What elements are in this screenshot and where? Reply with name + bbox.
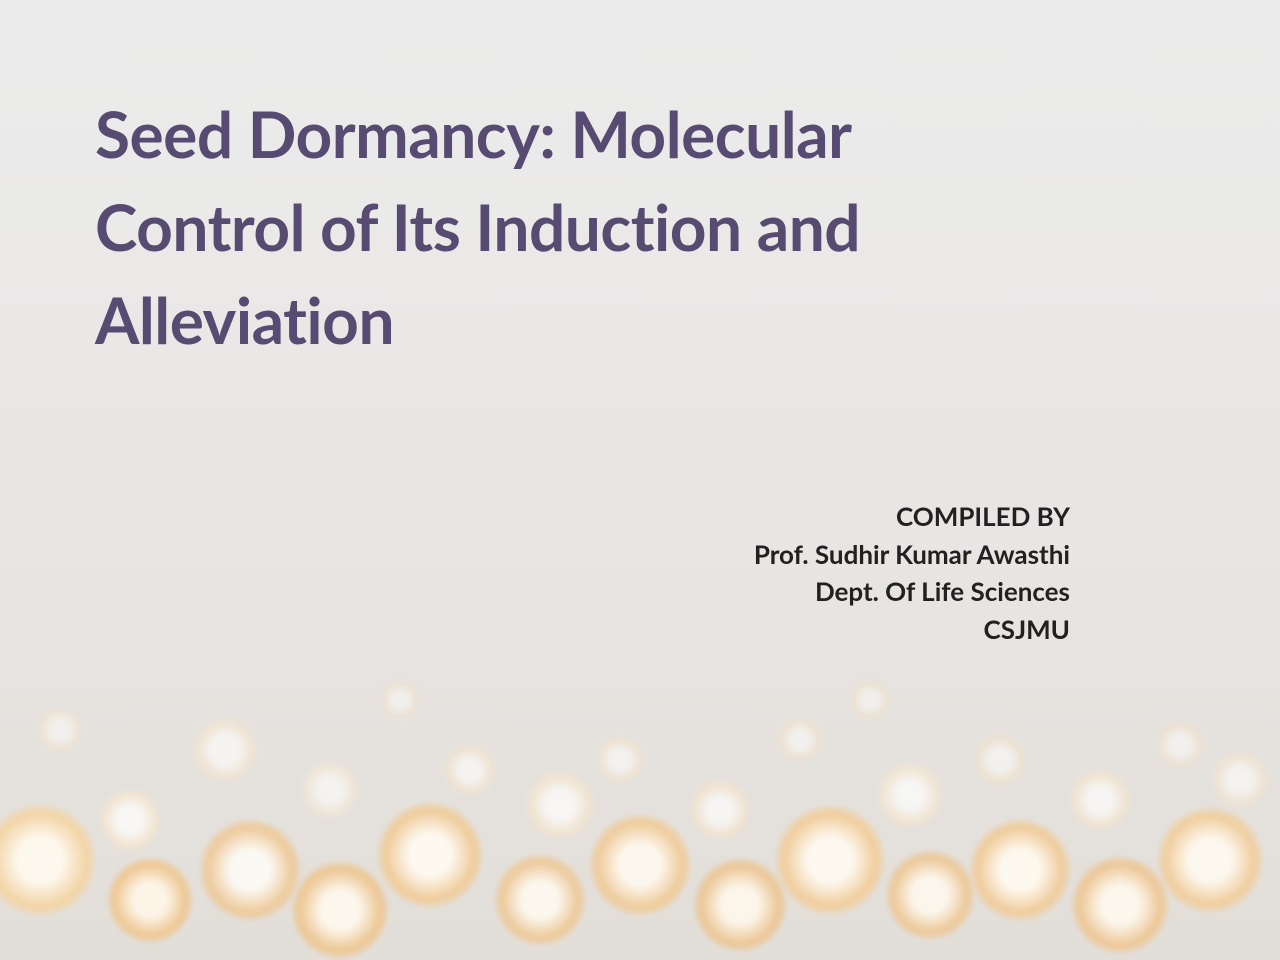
bokeh-circle	[694, 859, 786, 951]
bokeh-circle	[0, 805, 95, 915]
bokeh-circle	[878, 763, 942, 827]
byline-department: Dept. Of Life Sciences	[640, 573, 1070, 611]
bokeh-circle	[590, 815, 690, 915]
bokeh-circle	[886, 851, 974, 939]
bokeh-circle	[1158, 808, 1262, 912]
bokeh-circle	[1212, 752, 1268, 808]
slide-title: Seed Dormancy: Molecular Control of Its …	[95, 88, 1055, 366]
bokeh-circle	[974, 734, 1026, 786]
bokeh-background	[0, 600, 1280, 960]
slide: Seed Dormancy: Molecular Control of Its …	[0, 0, 1280, 960]
bokeh-circle	[200, 820, 300, 920]
bokeh-circle	[292, 862, 388, 958]
bokeh-circle	[776, 806, 884, 914]
bokeh-circle	[1156, 721, 1204, 769]
bokeh-circle	[100, 790, 160, 850]
byline-block: COMPILED BY Prof. Sudhir Kumar Awasthi D…	[640, 498, 1070, 649]
byline-author: Prof. Sudhir Kumar Awasthi	[640, 536, 1070, 574]
byline-institution: CSJMU	[640, 611, 1070, 649]
bokeh-circle	[108, 858, 192, 942]
bokeh-circle	[1072, 857, 1168, 953]
bokeh-circle	[690, 780, 750, 840]
bokeh-circle	[302, 762, 358, 818]
bokeh-circle	[526, 771, 594, 839]
bokeh-circle	[38, 708, 82, 752]
bokeh-circle	[378, 803, 482, 907]
bokeh-circle	[596, 736, 644, 784]
bokeh-circle	[1070, 770, 1130, 830]
bokeh-circle	[850, 680, 890, 720]
bokeh-circle	[444, 744, 496, 796]
bokeh-circle	[193, 718, 257, 782]
bokeh-circle	[970, 820, 1070, 920]
byline-label: COMPILED BY	[640, 498, 1070, 536]
bokeh-circle	[380, 680, 420, 720]
bokeh-circle	[778, 718, 822, 762]
bokeh-circle	[495, 855, 585, 945]
